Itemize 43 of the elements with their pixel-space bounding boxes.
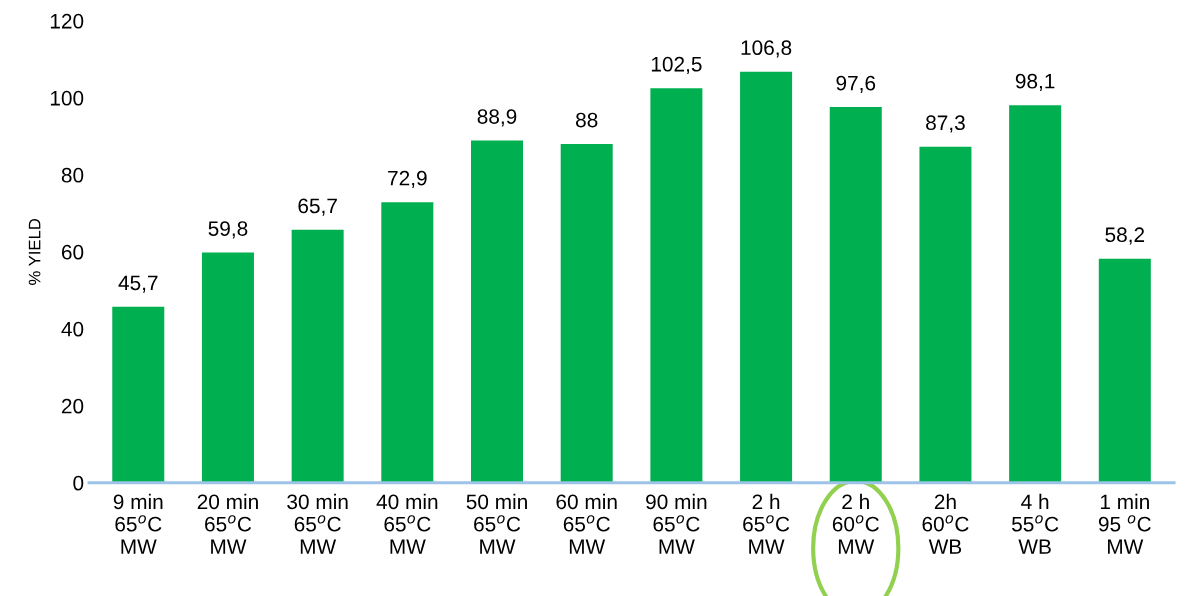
y-tick-label: 0 (73, 475, 84, 491)
bar (381, 202, 434, 483)
x-tick-label: 2h 60$^{o}$C WB (922, 493, 969, 554)
x-tick-label: 30 min 65$^{o}$C MW (287, 493, 348, 554)
data-label: 58,2 (1105, 227, 1145, 245)
bar (201, 252, 254, 483)
bar (650, 88, 703, 483)
bar (919, 146, 972, 483)
data-label: 72,9 (388, 170, 427, 188)
x-tick-label: 20 min 65$^{o}$C MW (197, 493, 258, 554)
data-label: 88 (576, 112, 598, 128)
x-tick-label: 40 min 65$^{o}$C MW (376, 493, 438, 554)
y-tick-label: 40 (61, 321, 84, 337)
y-tick-label: 80 (61, 167, 84, 183)
x-tick-label: 60 min 65$^{o}$C MW (556, 493, 617, 554)
x-tick-label: 90 min 65$^{o}$C MW (646, 493, 707, 554)
x-tick-label: 4 h 55$^{o}$C WB (1012, 493, 1059, 554)
data-label: 87,3 (926, 115, 965, 133)
x-tick-label: 50 min 65$^{o}$C MW (466, 493, 527, 554)
bar (740, 71, 793, 483)
data-label: 88,9 (477, 109, 517, 127)
data-label: 97,6 (836, 75, 876, 93)
bar (1098, 258, 1151, 483)
data-label: 45,7 (118, 275, 158, 293)
bar (1009, 105, 1062, 483)
x-tick-label: 9 min 65$^{o}$C MW (113, 493, 163, 554)
bar (471, 140, 524, 483)
y-tick-label: 100 (50, 90, 84, 106)
y-tick-label: 20 (61, 398, 84, 414)
data-label: 98,1 (1015, 73, 1055, 91)
x-tick-label: 1 min 95 $^{o}$C MW (1098, 493, 1151, 554)
data-label: 59,8 (208, 221, 248, 239)
data-label: 102,5 (651, 56, 702, 75)
y-axis-title: % YIELD (28, 218, 41, 285)
x-tick-label: 2 h 65$^{o}$C MW (743, 493, 790, 554)
y-tick-label: 60 (61, 244, 84, 260)
y-tick-label: 120 (50, 13, 84, 29)
data-label: 106,8 (741, 40, 792, 58)
bar (560, 144, 613, 483)
x-tick-label: 2 h 60$^{o}$C MW (832, 493, 879, 554)
bar (112, 306, 165, 483)
bar (291, 229, 344, 483)
data-label: 65,7 (298, 198, 337, 216)
